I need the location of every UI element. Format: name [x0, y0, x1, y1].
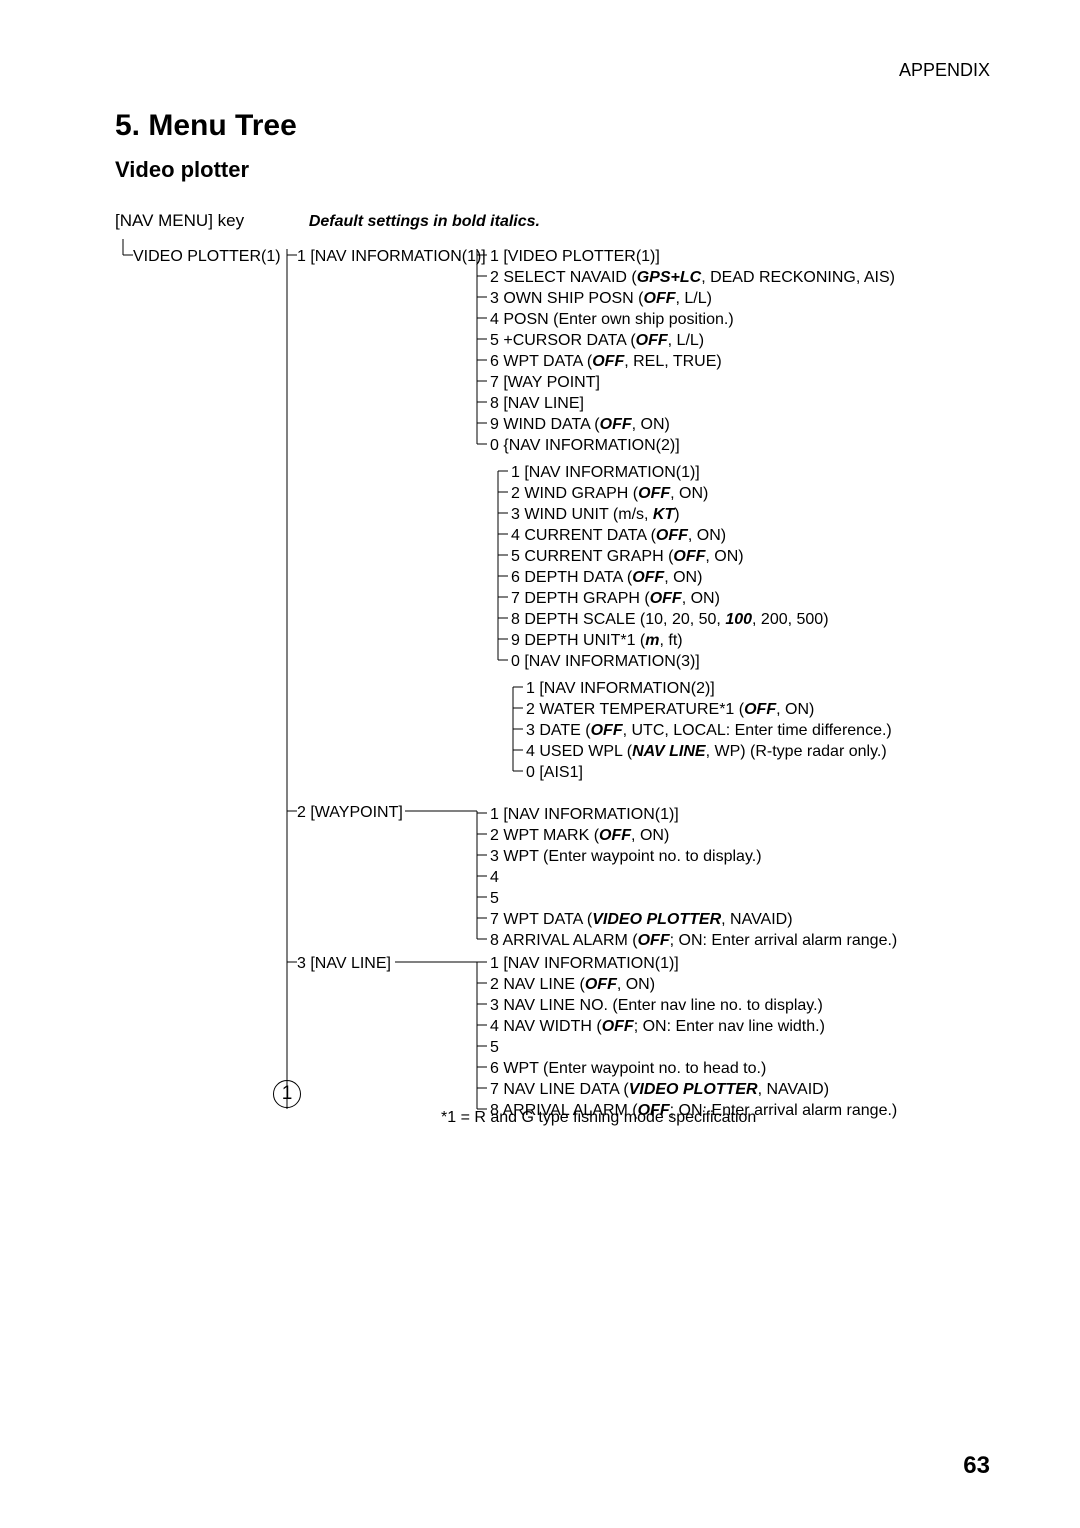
level2-b: 2 [WAYPOINT]	[297, 804, 403, 821]
svg-text:1 [NAV INFORMATION(1)]: 1 [NAV INFORMATION(1)]	[490, 955, 679, 972]
svg-text:8 DEPTH SCALE (10, 20, 50, 100: 8 DEPTH SCALE (10, 20, 50, 100, 200, 500…	[511, 611, 829, 628]
block3: 1 [NAV INFORMATION(2)] 2 WATER TEMPERATU…	[513, 680, 892, 781]
svg-text:0 {NAV INFORMATION(2)]: 0 {NAV INFORMATION(2)]	[490, 437, 680, 454]
svg-text:6 DEPTH DATA (OFF, ON): 6 DEPTH DATA (OFF, ON)	[511, 569, 702, 586]
section-title-text: Menu Tree	[148, 109, 296, 142]
section-subtitle: Video plotter	[115, 157, 990, 183]
svg-text:1 [NAV INFORMATION(1)]: 1 [NAV INFORMATION(1)]	[490, 806, 679, 823]
level2-a: 1 [NAV INFORMATION(1)]	[297, 248, 486, 265]
svg-text:2 NAV LINE (OFF, ON): 2 NAV LINE (OFF, ON)	[490, 976, 655, 993]
menu-tree: VIDEO PLOTTER(1) 1 [NAV INFORMATION(1)] …	[115, 239, 995, 1119]
svg-text:5 CURRENT GRAPH (OFF, ON): 5 CURRENT GRAPH (OFF, ON)	[511, 548, 744, 565]
block2: 1 [NAV INFORMATION(1)] 2 WIND GRAPH (OFF…	[498, 464, 829, 670]
svg-text:6 WPT DATA (OFF, REL, TRUE): 6 WPT DATA (OFF, REL, TRUE)	[490, 353, 722, 370]
appendix-header: APPENDIX	[115, 60, 990, 81]
svg-text:4: 4	[490, 869, 499, 886]
svg-text:4 NAV WIDTH (OFF; ON: Enter na: 4 NAV WIDTH (OFF; ON: Enter nav line wid…	[490, 1018, 825, 1035]
default-note: Default settings in bold italics.	[309, 213, 540, 230]
footnote: *1 = R and G type fishing mode specifica…	[441, 1109, 756, 1127]
svg-text:3 WPT (Enter waypoint no. to d: 3 WPT (Enter waypoint no. to display.)	[490, 848, 762, 865]
svg-text:3 OWN SHIP POSN (OFF, L/L): 3 OWN SHIP POSN (OFF, L/L)	[490, 290, 712, 307]
svg-text:0 [AIS1]: 0 [AIS1]	[526, 764, 583, 781]
page-number: 63	[963, 1452, 990, 1480]
svg-text:7 DEPTH GRAPH (OFF, ON): 7 DEPTH GRAPH (OFF, ON)	[511, 590, 720, 607]
block5: 1 [NAV INFORMATION(1)] 2 NAV LINE (OFF, …	[477, 955, 897, 1119]
level2-c: 3 [NAV LINE]	[297, 955, 391, 972]
svg-text:7 NAV LINE DATA (VIDEO PLOTTER: 7 NAV LINE DATA (VIDEO PLOTTER, NAVAID)	[490, 1081, 829, 1098]
circled-1: 1	[273, 1080, 301, 1108]
section-number: 5.	[115, 109, 140, 142]
svg-text:8 ARRIVAL ALARM (OFF; ON: Ente: 8 ARRIVAL ALARM (OFF; ON: Enter arrival …	[490, 932, 897, 949]
svg-text:3 DATE (OFF, UTC, LOCAL: Enter: 3 DATE (OFF, UTC, LOCAL: Enter time diff…	[526, 722, 892, 739]
svg-text:4 USED WPL (NAV LINE, WP) (R-t: 4 USED WPL (NAV LINE, WP) (R-type radar …	[526, 743, 887, 760]
svg-text:7 WPT DATA (VIDEO PLOTTER, NAV: 7 WPT DATA (VIDEO PLOTTER, NAVAID)	[490, 911, 793, 928]
svg-text:1 [VIDEO PLOTTER(1)]: 1 [VIDEO PLOTTER(1)]	[490, 248, 660, 265]
svg-text:2 SELECT NAVAID (GPS+LC, DEAD: 2 SELECT NAVAID (GPS+LC, DEAD RECKONING,…	[490, 269, 895, 286]
svg-text:7 [WAY POINT]: 7 [WAY POINT]	[490, 374, 600, 391]
svg-text:1 [NAV INFORMATION(1)]: 1 [NAV INFORMATION(1)]	[511, 464, 700, 481]
svg-text:5: 5	[490, 1039, 499, 1056]
svg-text:2 WIND GRAPH (OFF, ON): 2 WIND GRAPH (OFF, ON)	[511, 485, 708, 502]
key-row: [NAV MENU] key Default settings in bold …	[115, 211, 990, 231]
svg-text:8 [NAV LINE]: 8 [NAV LINE]	[490, 395, 584, 412]
svg-text:0 [NAV INFORMATION(3)]: 0 [NAV INFORMATION(3)]	[511, 653, 700, 670]
block4: 1 [NAV INFORMATION(1)] 2 WPT MARK (OFF, …	[477, 806, 897, 949]
svg-text:4 CURRENT DATA (OFF, ON): 4 CURRENT DATA (OFF, ON)	[511, 527, 726, 544]
svg-text:2 WATER TEMPERATURE*1 (OFF, ON: 2 WATER TEMPERATURE*1 (OFF, ON)	[526, 701, 814, 718]
svg-text:2 WPT MARK (OFF, ON): 2 WPT MARK (OFF, ON)	[490, 827, 669, 844]
nav-menu-key: [NAV MENU] key	[115, 211, 244, 230]
section-title: 5. Menu Tree	[115, 109, 990, 143]
svg-text:6 WPT (Enter waypoint no. to h: 6 WPT (Enter waypoint no. to head to.)	[490, 1060, 766, 1077]
svg-text:5 +CURSOR DATA (OFF, L/L): 5 +CURSOR DATA (OFF, L/L)	[490, 332, 704, 349]
block1: 1 [VIDEO PLOTTER(1)] 2 SELECT NAVAID (GP…	[477, 248, 895, 454]
svg-text:9 DEPTH UNIT*1 (m, ft): 9 DEPTH UNIT*1 (m, ft)	[511, 632, 683, 649]
svg-text:1 [NAV INFORMATION(2)]: 1 [NAV INFORMATION(2)]	[526, 680, 715, 697]
svg-text:4 POSN (Enter own ship positio: 4 POSN (Enter own ship position.)	[490, 311, 734, 328]
svg-text:3 WIND UNIT (m/s, KT): 3 WIND UNIT (m/s, KT)	[511, 506, 680, 523]
svg-text:3 NAV LINE NO. (Enter nav line: 3 NAV LINE NO. (Enter nav line no. to di…	[490, 997, 823, 1014]
level1-label: VIDEO PLOTTER(1)	[133, 248, 281, 265]
svg-text:5: 5	[490, 890, 499, 907]
svg-text:9 WIND DATA (OFF, ON): 9 WIND DATA (OFF, ON)	[490, 416, 670, 433]
